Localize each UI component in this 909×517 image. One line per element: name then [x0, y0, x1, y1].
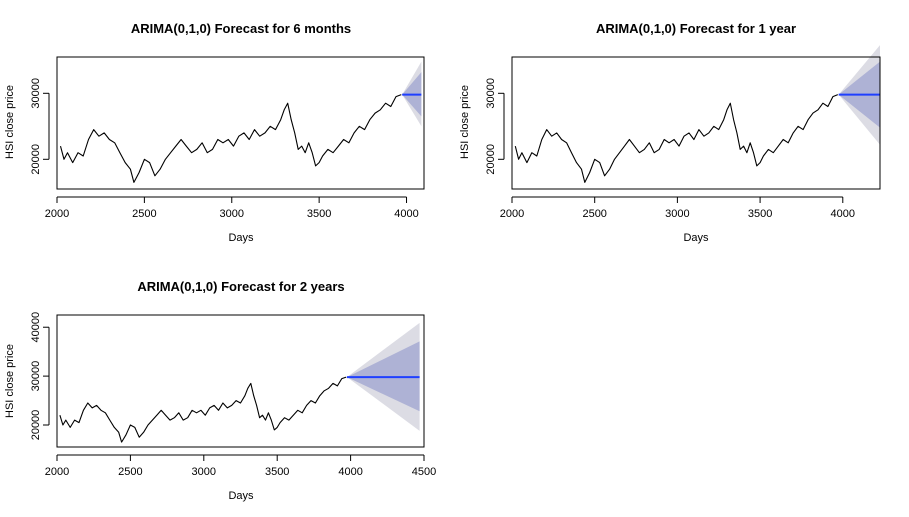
y-tick-label: 40000 — [30, 312, 42, 343]
chart-panel-6-months: ARIMA(0,1,0) Forecast for 6 months Days … — [4, 21, 425, 244]
x-tick-label: 2500 — [132, 208, 156, 220]
x-tick-label: 3500 — [307, 208, 331, 220]
y-tick-label: 20000 — [30, 144, 42, 175]
y-tick-label: 30000 — [485, 78, 497, 109]
y-tick-label: 30000 — [30, 361, 42, 392]
x-tick-label: 2000 — [45, 208, 69, 220]
history-series-line — [59, 376, 347, 443]
chart-title: ARIMA(0,1,0) Forecast for 6 months — [131, 21, 351, 36]
plot-frame — [511, 56, 881, 190]
chart-title: ARIMA(0,1,0) Forecast for 2 years — [137, 279, 344, 294]
y-axis-label: HSI close price — [459, 85, 471, 159]
y-axis-label: HSI close price — [4, 344, 16, 418]
chart-title: ARIMA(0,1,0) Forecast for 1 year — [596, 21, 796, 36]
x-tick-label: 4500 — [412, 466, 436, 478]
x-axis-label: Days — [228, 232, 254, 244]
plot-frame — [56, 56, 425, 190]
chart-panel-2-years: ARIMA(0,1,0) Forecast for 2 years Days H… — [4, 279, 436, 502]
y-tick-label: 30000 — [30, 78, 42, 109]
y-axis-label: HSI close price — [4, 85, 16, 159]
x-tick-label: 2500 — [118, 466, 142, 478]
y-tick-label: 20000 — [30, 410, 42, 441]
plot-frame — [56, 314, 425, 448]
x-tick-label: 3000 — [665, 208, 689, 220]
x-axis-label: Days — [683, 232, 709, 244]
x-tick-label: 2500 — [582, 208, 606, 220]
y-tick-label: 20000 — [485, 144, 497, 175]
x-tick-label: 4000 — [831, 208, 855, 220]
x-tick-label: 4000 — [338, 466, 362, 478]
x-tick-label: 3500 — [265, 466, 289, 478]
x-axis-label: Days — [228, 490, 254, 502]
x-tick-label: 3000 — [192, 466, 216, 478]
x-tick-label: 2000 — [500, 208, 524, 220]
history-series-line — [59, 94, 402, 183]
history-series-line — [514, 94, 839, 183]
x-tick-label: 3000 — [220, 208, 244, 220]
x-tick-label: 4000 — [394, 208, 418, 220]
x-tick-label: 3500 — [748, 208, 772, 220]
chart-panel-1-year: ARIMA(0,1,0) Forecast for 1 year Days HS… — [459, 21, 881, 244]
x-tick-label: 2000 — [45, 466, 69, 478]
